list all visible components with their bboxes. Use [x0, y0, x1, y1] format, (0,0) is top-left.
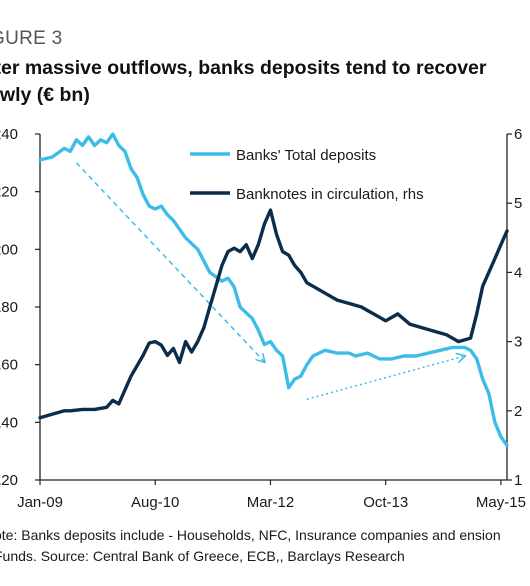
y-left-tick-label: 160 [0, 357, 18, 374]
x-tick-label: May-15 [476, 494, 526, 511]
y-left-tick-label: 180 [0, 299, 18, 316]
legend-label-deposits: Banks' Total deposits [236, 147, 376, 164]
y-right-tick-label: 6 [514, 126, 522, 143]
x-tick-label: Jan-09 [17, 494, 63, 511]
y-left-tick-label: 120 [0, 472, 18, 489]
legend-label-banknotes: Banknotes in circulation, rhs [236, 186, 424, 203]
deposits-line [38, 132, 509, 448]
y-left-tick-label: 140 [0, 414, 18, 431]
x-tick-label: Oct-13 [363, 494, 408, 511]
y-right-tick-label: 5 [514, 195, 522, 212]
figure-label: GURE 3 [0, 28, 63, 49]
x-tick-label: Mar-12 [247, 494, 295, 511]
y-right-tick-label: 1 [514, 472, 522, 489]
x-tick-label: Aug-10 [131, 494, 179, 511]
y-left-tick-label: 240 [0, 126, 18, 143]
decline-trend-arrow [75, 162, 264, 362]
y-left-tick-label: 200 [0, 241, 18, 258]
y-right-tick-label: 2 [514, 403, 522, 420]
recovery-trend-arrow [306, 356, 465, 400]
source-note: ote: Banks deposits include - Households… [0, 527, 501, 564]
y-left-tick-label: 220 [0, 184, 18, 201]
chart-title: fter massive outflows, banks deposits te… [0, 57, 487, 106]
banknotes-line [38, 208, 509, 420]
y-right-tick-label: 4 [514, 264, 522, 281]
y-right-tick-label: 3 [514, 334, 522, 351]
